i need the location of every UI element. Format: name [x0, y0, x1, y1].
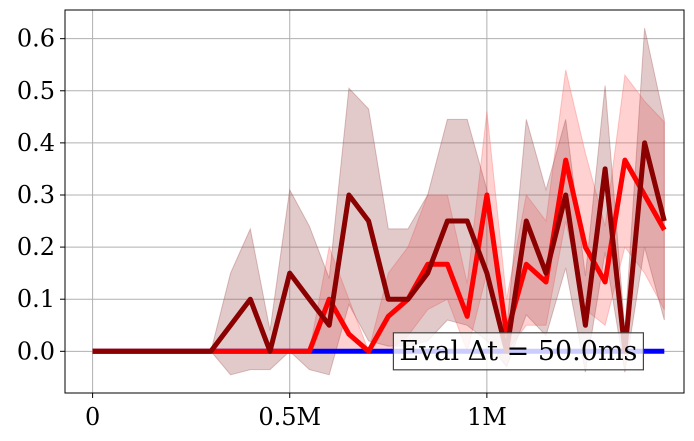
series-3-line — [92, 140, 667, 354]
x-tick-label: 1M — [467, 403, 507, 431]
confidence-bands — [92, 28, 665, 376]
plot-frame — [64, 9, 685, 394]
y-tick-label: 0.1 — [17, 285, 55, 313]
y-tick-label: 0.6 — [17, 25, 55, 53]
y-tick-label: 0.3 — [17, 181, 55, 209]
annotation-frame — [392, 332, 645, 371]
y-tick-label: 0.4 — [17, 129, 55, 157]
y-tick-label: 0.2 — [17, 233, 55, 261]
annotation-text: Eval Δt = 50.0ms — [399, 336, 637, 367]
x-tick-label: 0.5M — [258, 403, 321, 431]
annotation-box: Eval Δt = 50.0ms — [392, 332, 645, 371]
y-tick-label: 0.5 — [17, 77, 55, 105]
tick-labels: 0 0.5M 1M 0.0 0.1 0.2 0.3 0.4 0.5 0.6 — [17, 25, 507, 431]
x-tick-label: 0 — [85, 403, 100, 431]
y-tick-label: 0.0 — [17, 337, 55, 365]
